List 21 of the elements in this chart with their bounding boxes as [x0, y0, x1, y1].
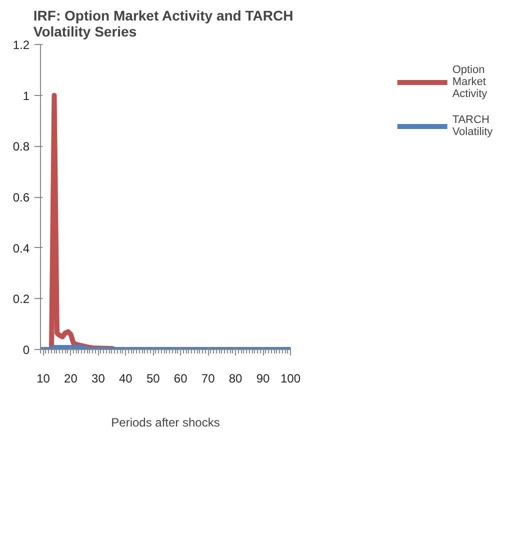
y-tick-label: 1 [22, 88, 30, 103]
x-tick-label: 10 [36, 372, 50, 386]
y-tick-label: 0 [22, 343, 30, 357]
y-tick-label: 0.8 [12, 140, 30, 154]
legend-label: TARCH Volatility [452, 114, 493, 138]
y-tick-label: 0.2 [12, 292, 30, 306]
y-tick-label: 1.2 [12, 38, 30, 52]
chart-title: IRF: Option Market Activity and TARCH Volatility Series [33, 8, 294, 40]
y-tick-label: 0.6 [12, 190, 30, 204]
legend-label: Option Market Activity [452, 64, 488, 100]
x-tick-label: 50 [146, 372, 160, 386]
x-tick-label: 30 [92, 372, 106, 386]
x-axis-title: Periods after shocks [111, 416, 220, 430]
x-tick-label: 60 [174, 372, 188, 386]
y-tick-label: 0.4 [12, 241, 30, 256]
x-tick-label: 90 [256, 372, 270, 386]
x-tick-label: 20 [64, 372, 78, 386]
x-tick-label: 70 [201, 372, 216, 386]
x-tick-label: 100 [280, 372, 301, 386]
x-tick-label: 80 [228, 372, 243, 386]
x-tick-label: 40 [118, 372, 133, 386]
